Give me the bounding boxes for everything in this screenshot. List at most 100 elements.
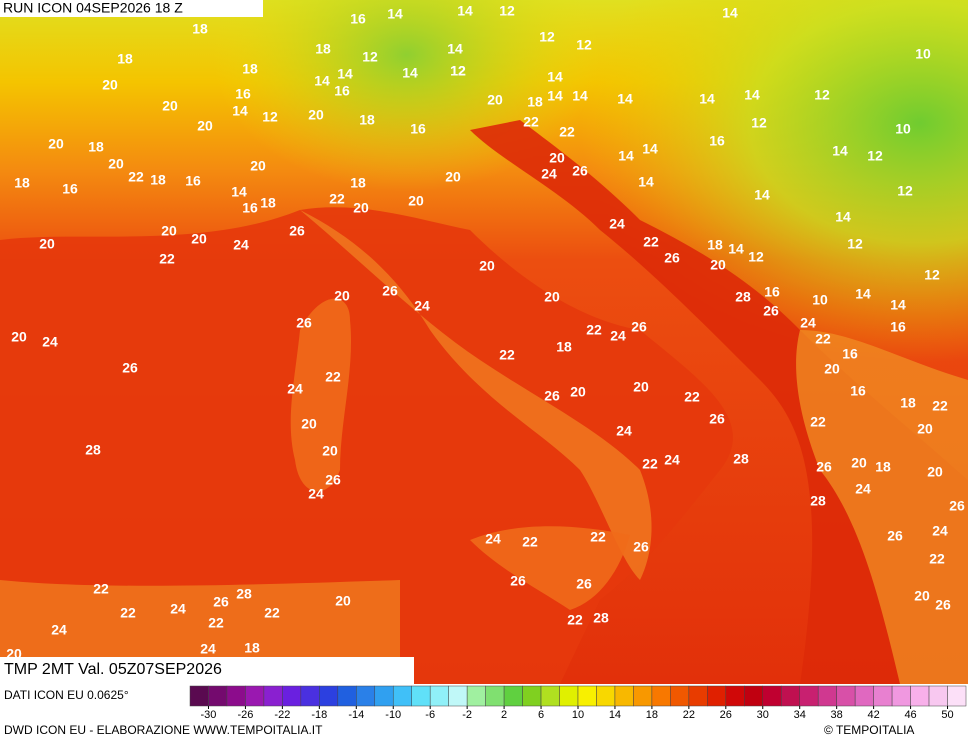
colorbar-swatch	[319, 685, 339, 707]
colorbar-swatch	[577, 685, 597, 707]
temperature-label: 20	[308, 107, 324, 123]
colorbar-tick-label: -26	[237, 709, 253, 721]
temperature-label: 22	[642, 456, 658, 472]
temperature-label: 18	[260, 195, 276, 211]
field-box	[0, 657, 414, 684]
temperature-label: 28	[735, 289, 751, 305]
colorbar-swatch	[226, 685, 246, 707]
temperature-label: 26	[213, 594, 229, 610]
colorbar-tick-label: 42	[867, 709, 879, 721]
temperature-label: 26	[510, 573, 526, 589]
colorbar-swatch	[928, 685, 948, 707]
temperature-label: 26	[935, 597, 951, 613]
temperature-label: 10	[895, 121, 911, 137]
temperature-label: 20	[39, 236, 55, 252]
temperature-label: 24	[170, 601, 186, 617]
temperature-label: 22	[159, 251, 175, 267]
temperature-label: 12	[751, 115, 767, 131]
temperature-label: 18	[117, 51, 133, 67]
temperature-label: 26	[664, 250, 680, 266]
colorbar-swatch	[670, 685, 690, 707]
temperature-label: 26	[296, 315, 312, 331]
temperature-label: 14	[617, 91, 633, 107]
colorbar-swatch	[540, 685, 560, 707]
temperature-label: 14	[337, 66, 353, 82]
temperature-label: 22	[208, 615, 224, 631]
colorbar-tick-label: 30	[757, 709, 769, 721]
colorbar-swatch	[356, 685, 376, 707]
colorbar-tick-label: 34	[794, 709, 806, 721]
temperature-label: 24	[233, 237, 249, 253]
colorbar-tick-label: -2	[462, 709, 472, 721]
colorbar-swatch	[817, 685, 837, 707]
temperature-label: 20	[487, 92, 503, 108]
temperature-label: 18	[875, 459, 891, 475]
brand: © TEMPOITALIA	[824, 723, 914, 737]
colorbar-tick-label: 6	[538, 709, 544, 721]
colorbar-swatch	[707, 685, 727, 707]
colorbar-tick-label: 26	[720, 709, 732, 721]
temperature-label: 18	[707, 237, 723, 253]
temperature-label: 18	[556, 339, 572, 355]
temperature-label: 22	[522, 534, 538, 550]
temperature-label: 20	[334, 288, 350, 304]
temperature-label: 20	[544, 289, 560, 305]
temperature-label: 24	[932, 523, 948, 539]
temperature-label: 24	[42, 334, 58, 350]
temperature-label: 20	[353, 200, 369, 216]
colorbar-swatch	[208, 685, 228, 707]
temperature-label: 18	[242, 61, 258, 77]
temperature-label: 12	[814, 87, 830, 103]
colorbar-swatch	[780, 685, 800, 707]
colorbar-swatch	[559, 685, 579, 707]
colorbar-swatch	[429, 685, 449, 707]
temperature-label: 24	[308, 486, 324, 502]
temperature-label: 26	[572, 163, 588, 179]
temperature-label: 20	[48, 136, 64, 152]
temperature-label: 12	[847, 236, 863, 252]
temperature-label: 12	[897, 183, 913, 199]
colorbar-swatch	[947, 685, 967, 707]
colorbar-swatch	[485, 685, 505, 707]
temperature-label: 26	[633, 539, 649, 555]
colorbar-swatch	[245, 685, 265, 707]
temperature-label: 14	[402, 65, 418, 81]
temperature-label: 24	[616, 423, 632, 439]
temperature-label: 20	[549, 150, 565, 166]
colorbar-tick-label: 50	[941, 709, 953, 721]
temperature-label: 24	[855, 481, 871, 497]
temperature-label: 14	[855, 286, 871, 302]
temperature-label: 20	[824, 361, 840, 377]
temperature-label: 18	[359, 112, 375, 128]
temperature-label: 26	[576, 576, 592, 592]
temperature-label: 28	[733, 451, 749, 467]
temperature-label: 20	[570, 384, 586, 400]
temperature-label: 12	[499, 3, 515, 19]
colorbar-swatch	[189, 685, 209, 707]
temperature-label: 22	[499, 347, 515, 363]
temperature-label: 20	[927, 464, 943, 480]
colorbar-tick-label: -22	[274, 709, 290, 721]
temperature-label: 14	[744, 87, 760, 103]
temperature-label: 14	[572, 88, 588, 104]
temperature-label: 12	[450, 63, 466, 79]
temperature-label: 20	[197, 118, 213, 134]
temperature-label: 20	[335, 593, 351, 609]
temperature-label: 20	[917, 421, 933, 437]
colorbar: -30 -26 -22 -18 -14 -10 -6 -2 2 6 10 14 18 22 26 30 34 38…	[189, 685, 967, 721]
temperature-label: 12	[748, 249, 764, 265]
colorbar-swatch	[854, 685, 874, 707]
temperature-label: 22	[590, 529, 606, 545]
temperature-label: 20	[851, 455, 867, 471]
temperature-label: 14	[457, 3, 473, 19]
temperature-label: 22	[264, 605, 280, 621]
temperature-label: 18	[900, 395, 916, 411]
temperature-label: 20	[161, 223, 177, 239]
temperature-label: 20	[11, 329, 27, 345]
temperature-label: 14	[835, 209, 851, 225]
temperature-label: 22	[567, 612, 583, 628]
source: DATI ICON EU 0.0625°	[4, 688, 129, 702]
temperature-label: 12	[924, 267, 940, 283]
temperature-label: 26	[122, 360, 138, 376]
temperature-label: 24	[414, 298, 430, 314]
